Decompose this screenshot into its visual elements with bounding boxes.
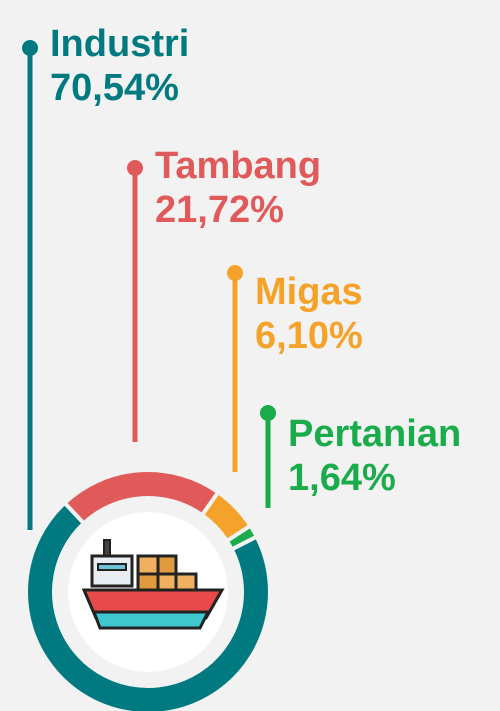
value-label: 1,64% [288,457,396,499]
leader-dot [260,405,276,421]
category-label: Pertanian [288,413,461,455]
value-label: 6,10% [255,315,363,357]
donut-segment [24,500,272,711]
leader-dot [127,160,143,176]
value-label: 21,72% [155,189,284,231]
value-label: 70,54% [50,67,179,109]
ship-icon [68,512,228,672]
category-label: Tambang [155,145,321,187]
leader-dot [227,265,243,281]
leader-dot [22,40,38,56]
category-label: Migas [255,271,363,313]
donut-segment [224,522,260,553]
category-label: Industri [50,23,189,65]
